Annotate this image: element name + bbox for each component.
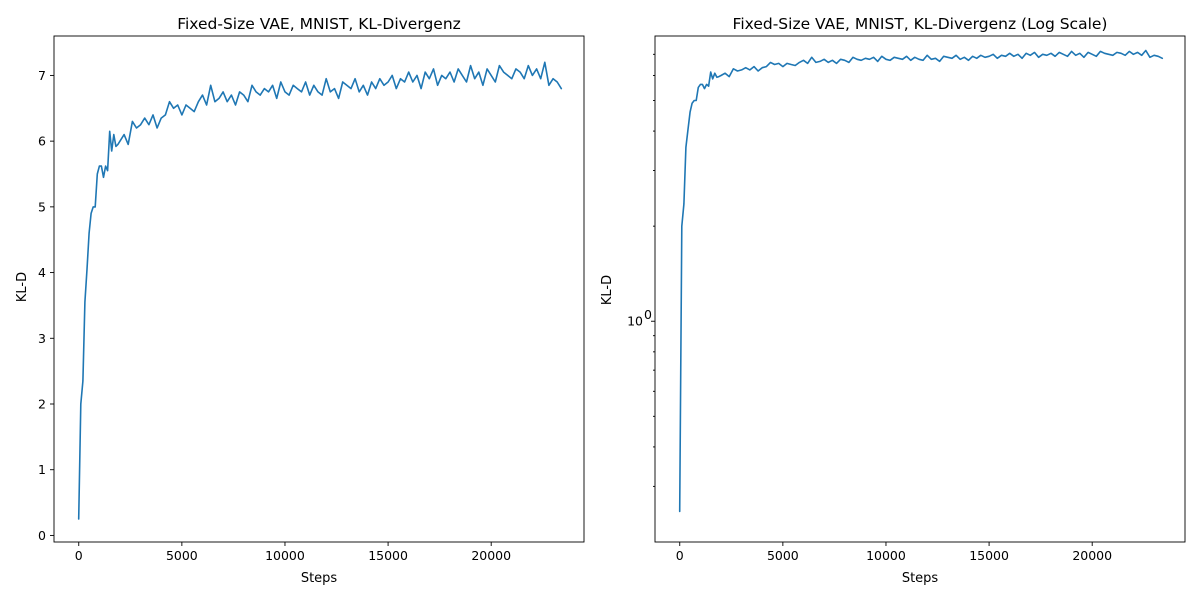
chart-title: Fixed-Size VAE, MNIST, KL-Divergenz [177,15,461,33]
chart-kl-linear: Fixed-Size VAE, MNIST, KL-Divergenz Step… [15,15,585,586]
y-tick-label-exponent: 0 [644,307,652,322]
chart-kl-log: Fixed-Size VAE, MNIST, KL-Divergenz (Log… [600,15,1186,586]
series-line [77,61,563,520]
x-tick-label: 0 [75,548,83,563]
y-tick-label: 4 [38,265,46,280]
y-tick-label: 2 [38,397,46,412]
x-tick-label: 15000 [368,548,408,563]
x-tick-label: 10000 [866,548,906,563]
x-tick-label: 0 [676,548,684,563]
x-axis-label: Steps [301,571,338,586]
axes-frame [654,35,1186,543]
y-tick-label: 1 [38,462,46,477]
x-axis-label: Steps [902,571,939,586]
plot-area [678,49,1164,513]
chart-title: Fixed-Size VAE, MNIST, KL-Divergenz (Log… [733,15,1108,33]
plot-area [77,61,563,520]
y-tick-label: 7 [38,68,46,83]
y-tick-label: 6 [38,134,46,149]
y-tick-label: 5 [38,199,46,214]
axes-frame [53,35,585,543]
y-tick-label: 0 [38,528,46,543]
axis-ticks: 0 5000 10000 15000 20000 0 1 2 3 4 5 6 7 [38,68,511,563]
x-tick-label: 20000 [471,548,511,563]
y-tick-label: 10 [627,314,643,329]
x-tick-label: 5000 [767,548,799,563]
series-line [678,49,1164,513]
x-tick-label: 15000 [969,548,1009,563]
x-tick-label: 5000 [166,548,198,563]
x-tick-label: 20000 [1072,548,1112,563]
y-axis-label: KL-D [600,275,615,305]
y-tick-label: 3 [38,331,46,346]
x-tick-label: 10000 [265,548,305,563]
y-axis-label: KL-D [15,272,30,302]
